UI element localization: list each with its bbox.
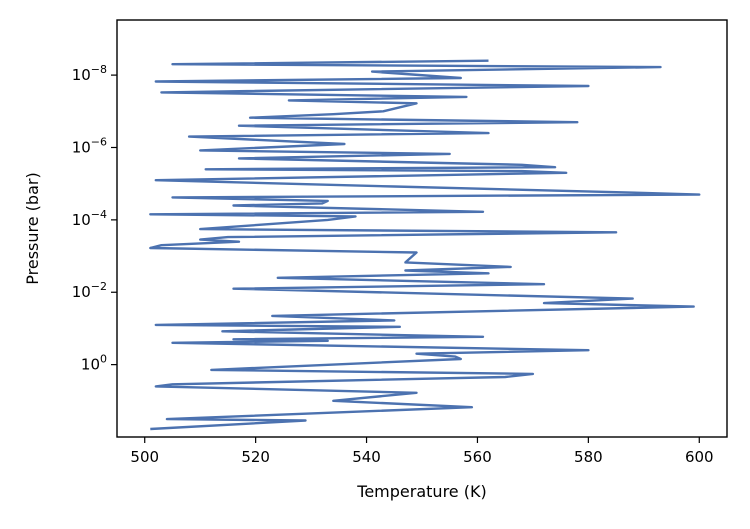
y-axis-ticks: 100 10−2 10−4 10−6 10−8 [72,63,117,374]
y-tick-label: 10−2 [72,280,107,301]
x-tick-label: 560 [463,448,492,466]
temperature-profile-line [149,59,701,431]
x-axis-ticks: 500 520 540 560 580 600 [130,437,714,466]
y-tick-label: 10−4 [72,208,107,229]
x-tick-label: 520 [241,448,270,466]
y-tick-label: 100 [81,353,107,374]
x-tick-label: 580 [574,448,603,466]
x-tick-label: 540 [352,448,381,466]
x-tick-label: 600 [685,448,714,466]
y-tick-label: 10−6 [72,135,107,156]
x-tick-label: 500 [130,448,159,466]
plot-frame [116,19,728,438]
y-axis-label: Pressure (bar) [23,172,42,284]
x-axis-label: Temperature (K) [356,482,486,501]
y-tick-label: 10−8 [72,63,107,84]
